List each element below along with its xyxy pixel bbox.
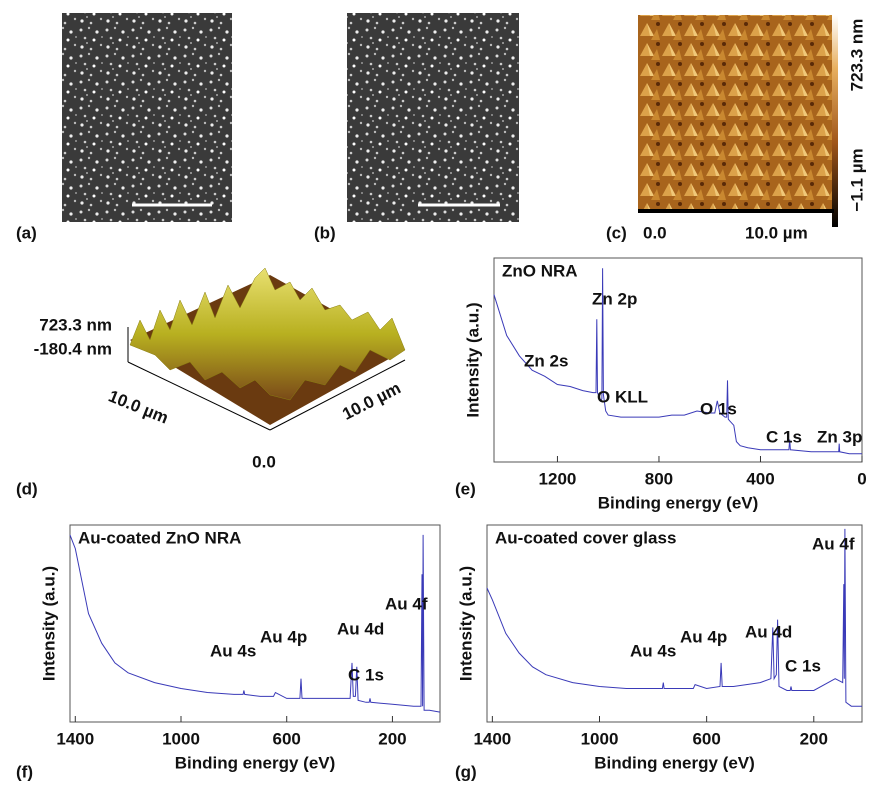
spectrum [487,529,862,706]
peak-label: Zn 3p [817,427,862,446]
color-bar [832,15,838,227]
y-axis-label: 10.0 µm [339,378,404,423]
y-axis-label: Intensity (a.u.) [39,566,58,681]
peak-label: Au 4f [812,534,855,553]
x-axis-label: Binding energy (eV) [598,493,759,512]
x-tick-label: 1400 [473,729,511,748]
colorbar-min: −1.1 µm [847,148,866,211]
sem-image [347,13,519,222]
x-axis-label: 10.0 µm [106,386,171,427]
y-axis-label: Intensity (a.u.) [456,566,475,681]
plot-frame [487,525,862,722]
x-tick-label: 0 [857,469,866,488]
peak-label: O KLL [597,387,648,406]
afm-x-start: 0.0 [643,223,667,242]
panel-label: (f) [16,762,33,781]
colorbar-max: 723.3 nm [847,19,866,92]
panel-label: (e) [455,479,476,498]
panel-label: (c) [606,223,627,242]
chart-title: Au-coated ZnO NRA [78,528,241,547]
sem-image [62,13,232,222]
peak-label: Zn 2p [592,289,637,308]
x-tick-label: 1000 [581,729,619,748]
z-min-label: -180.4 nm [34,339,112,358]
panel-label: (a) [16,223,37,242]
peak-label: Au 4p [260,627,307,646]
panel-label: (d) [16,479,38,498]
x-axis-label: Binding energy (eV) [175,753,336,772]
x-tick-label: 400 [746,469,774,488]
peak-label: C 1s [348,665,384,684]
chart-title: ZnO NRA [502,261,578,280]
x-tick-label: 200 [378,729,406,748]
plot-frame [70,525,440,722]
peak-label: Au 4d [337,619,384,638]
y-axis-label: Intensity (a.u.) [463,302,482,417]
peak-label: C 1s [766,427,802,446]
panel-label: (g) [455,762,477,781]
figure: (a) (b) (c) 0.0 10.0 µm 723.3 nm −1.1 µm… [0,0,875,787]
afm-x-end: 10.0 µm [745,223,808,242]
peak-label: Au 4d [745,622,792,641]
spectrum [70,535,440,712]
peak-label: Au 4p [680,627,727,646]
peak-label: Zn 2s [524,351,568,370]
x-tick-label: 600 [273,729,301,748]
peak-label: Au 4s [210,641,256,660]
peak-label: O 1s [700,399,737,418]
x-tick-label: 1000 [162,729,200,748]
chart-title: Au-coated cover glass [495,528,676,547]
origin-label: 0.0 [252,452,276,471]
surface [130,268,405,400]
peak-label: C 1s [785,656,821,675]
x-axis-label: Binding energy (eV) [594,753,755,772]
peak-label: Au 4f [385,594,428,613]
x-tick-label: 1400 [56,729,94,748]
x-tick-label: 200 [800,729,828,748]
x-tick-label: 1200 [539,469,577,488]
afm-image [638,15,832,210]
peak-label: Au 4s [630,641,676,660]
x-tick-label: 600 [692,729,720,748]
z-max-label: 723.3 nm [39,315,112,334]
panel-label: (b) [314,223,336,242]
x-tick-label: 800 [645,469,673,488]
